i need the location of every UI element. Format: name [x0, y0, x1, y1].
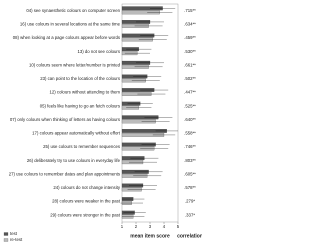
- category-label: 25) use colours to remember sequences: [43, 144, 120, 149]
- category-label: 17) colours appear automatically without…: [32, 131, 121, 136]
- correlation: .447**: [184, 90, 196, 95]
- category-label: 07) only colours when thinking of letter…: [10, 117, 120, 122]
- x-axis-label: mean item score: [130, 233, 170, 239]
- category-label: 29) colours were stronger in the past: [50, 212, 121, 217]
- correlation: .605**: [184, 171, 196, 176]
- category-label: 10) colours seem where letter/number is …: [29, 62, 121, 67]
- category-label: 13) do not see colours: [77, 49, 120, 54]
- correlation: .634**: [184, 22, 196, 27]
- legend-swatch: [3, 232, 9, 236]
- correlation: .746**: [184, 144, 196, 149]
- correlation-header: correlation: [177, 233, 202, 239]
- correlation: .578**: [184, 185, 196, 190]
- correlation: .525**: [184, 103, 196, 108]
- correlation: .803**: [184, 158, 196, 163]
- correlation: .279*: [185, 199, 195, 204]
- x-tick-label: 5: [177, 224, 180, 229]
- chart: mean item score correlation 1 2 3 4 5 04) see…: [3, 3, 202, 242]
- category-label: 26) deliberately try to use colours in e…: [27, 158, 121, 163]
- correlation: .502**: [184, 76, 196, 81]
- category-label: 24) colours do not change intensity: [53, 185, 120, 190]
- x-tick-label: 2: [135, 224, 138, 229]
- category-label: 23) can point to the location of the col…: [40, 76, 120, 81]
- correlation: .530**: [184, 49, 196, 54]
- x-tick-label: 4: [163, 224, 166, 229]
- category-label: 08) when looking at a page colours appea…: [13, 35, 120, 40]
- category-label: 27) use colours to remember dates and pl…: [9, 171, 120, 176]
- category-label: 04) see synaesthetic colours on computer…: [26, 8, 120, 13]
- category-label: 05) feels like having to go an fetch col…: [40, 103, 120, 108]
- correlation: .558**: [184, 131, 196, 136]
- correlation: .459**: [184, 35, 196, 40]
- correlation: .337*: [185, 212, 195, 217]
- category-label: 16) use colours in several locations at …: [20, 22, 121, 27]
- legend-label: re-test: [10, 237, 23, 242]
- category-label: 28) colours were weaker in the past: [52, 199, 121, 204]
- correlation: .661**: [184, 62, 196, 67]
- x-tick-label: 3: [149, 224, 152, 229]
- legend-swatch: [3, 238, 9, 242]
- correlation: .640**: [184, 117, 196, 122]
- legend-label: test: [10, 231, 18, 236]
- correlation: .715**: [184, 8, 196, 13]
- x-tick-label: 1: [121, 224, 124, 229]
- category-label: 12) colours without attending to them: [50, 90, 121, 95]
